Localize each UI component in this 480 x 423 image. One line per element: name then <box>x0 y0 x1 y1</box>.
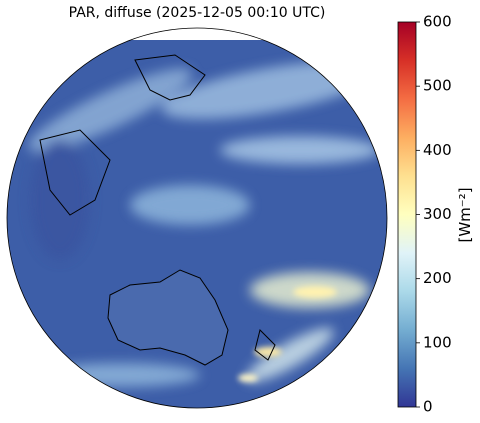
colorbar-tick-label: 0 <box>423 398 433 416</box>
colorbar-label: [Wm⁻²] <box>456 187 474 242</box>
colorbar <box>397 21 417 408</box>
colorbar-tick-label: 500 <box>423 77 452 95</box>
satellite-field <box>7 40 387 408</box>
colorbar-ticks: 0 100 200 300 400 500 600 <box>416 13 452 416</box>
colorbar-tick-label: 200 <box>423 269 452 287</box>
globe-outline <box>6 27 388 409</box>
colorbar-tick-label: 600 <box>423 13 452 31</box>
map-title: PAR, diffuse (2025-12-05 00:10 UTC) <box>69 5 326 21</box>
colorbar-tick-label: 100 <box>423 333 452 351</box>
colorbar-tick-label: 300 <box>423 205 452 223</box>
colorbar-tick-label: 400 <box>423 141 452 159</box>
